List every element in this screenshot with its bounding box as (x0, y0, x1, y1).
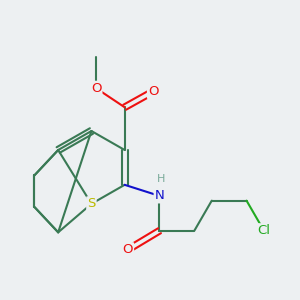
Text: O: O (123, 243, 133, 256)
Text: S: S (87, 197, 96, 210)
Text: O: O (148, 85, 158, 98)
Text: H: H (157, 174, 165, 184)
Text: Cl: Cl (257, 224, 271, 237)
Text: O: O (91, 82, 101, 95)
Text: N: N (154, 189, 164, 203)
